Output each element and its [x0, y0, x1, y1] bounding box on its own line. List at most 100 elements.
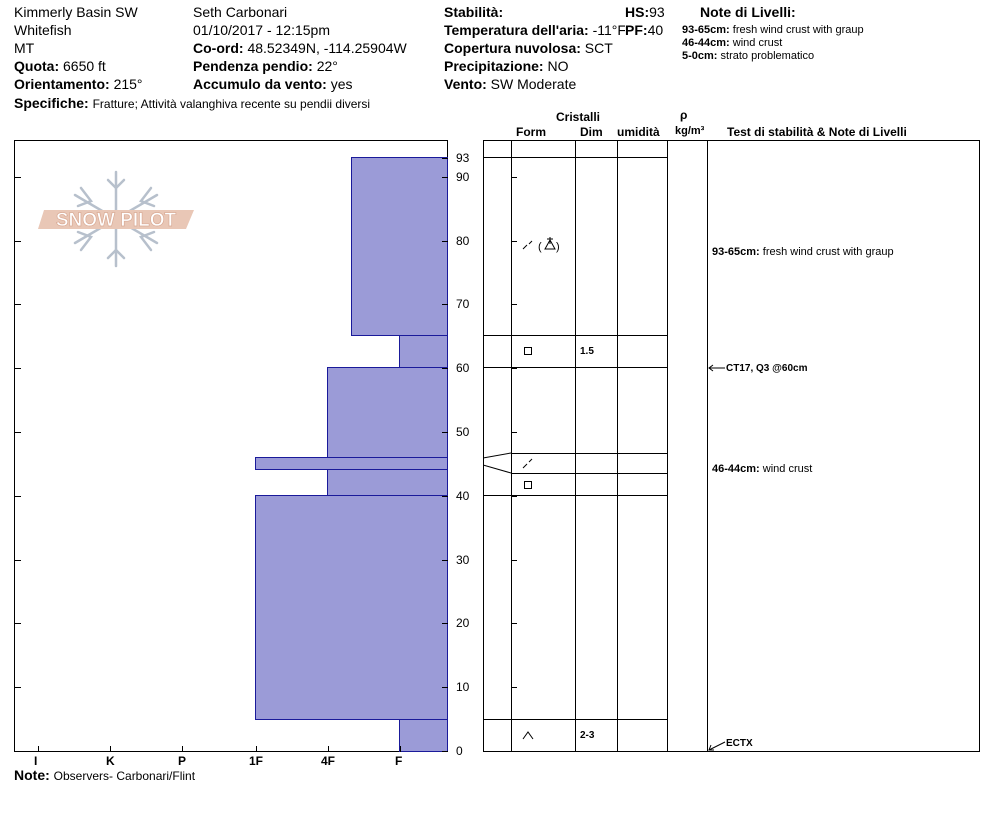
depth-label: 30 [456, 553, 470, 567]
svg-text:): ) [556, 241, 560, 253]
layer-connector-lines [483, 452, 512, 474]
pf-value: 40 [647, 22, 664, 38]
aspect-label: Orientamento: [14, 76, 110, 92]
moisture-header: umidità [617, 125, 660, 139]
left-depth-tick [15, 560, 21, 561]
layer-boundary-60 [483, 367, 667, 368]
depth-label: 20 [456, 616, 470, 630]
hs-value: 93 [649, 4, 665, 20]
specifics-value: Fratture; Attività valanghiva recente su… [92, 97, 371, 111]
cloud-cover: Copertura nuvolosa: SCT [444, 40, 613, 56]
specifics-label: Specifiche: [14, 95, 89, 111]
location: Kimmerly Basin SW [14, 4, 138, 20]
hardness-label-4F: 4F [321, 754, 336, 768]
depth-tick [442, 158, 448, 159]
left-depth-tick [15, 687, 21, 688]
hardness-tick [328, 746, 329, 752]
hardness-bar-5-0 [399, 719, 448, 752]
depth-tick [442, 623, 448, 624]
depth-label: 40 [456, 489, 470, 503]
layer-notes-title: Note di Livelli: [700, 4, 796, 20]
crystal-size-62: 1.5 [580, 346, 594, 357]
wind-crust-icon [522, 458, 533, 469]
layer-note-3: 5-0cm: strato problematico [682, 50, 814, 62]
wind-load-value: yes [330, 76, 353, 92]
table-divider [511, 140, 512, 752]
depth-tick [442, 432, 448, 433]
hardness-bar-93-65 [351, 157, 448, 336]
density-unit-header: kg/m³ [675, 125, 705, 137]
table-divider [707, 140, 708, 752]
stability-test-arrow [708, 741, 726, 751]
note-range: 46-44cm: [712, 463, 760, 475]
layer-boundary-5 [483, 719, 667, 720]
layer-note-1: 93-65cm: fresh wind crust with graup [682, 24, 864, 36]
hardness-label-1F: 1F [249, 754, 264, 768]
precip-label: Precipitazione: [444, 58, 544, 74]
table-depth-tick [511, 496, 517, 497]
crystal-size-2: 2-3 [580, 730, 595, 741]
air-temp-value: -11°F [592, 22, 626, 38]
coordinates: Co-ord: 48.52349N, -114.25904W [193, 40, 407, 56]
pf: PF:40 [625, 22, 664, 38]
table-divider [575, 140, 576, 752]
left-depth-tick [15, 751, 21, 752]
faceted-crystal-icon [524, 481, 532, 489]
pf-label: PF: [625, 22, 648, 38]
hardness-tick [110, 746, 111, 752]
precipitation: Precipitazione: NO [444, 58, 568, 74]
svg-text:(: ( [538, 241, 542, 253]
left-depth-tick [15, 496, 21, 497]
coord-label: Co-ord: [193, 40, 244, 56]
depth-tick [442, 751, 448, 752]
table-depth-tick [511, 560, 517, 561]
left-depth-tick [15, 623, 21, 624]
wind-load-label: Accumulo da vento: [193, 76, 327, 92]
hardness-label-I: I [34, 754, 38, 768]
snowpilot-logo: SNOW PILOT [38, 170, 194, 268]
rho-header: ρ [680, 108, 688, 122]
depth-label: 93 [456, 151, 470, 165]
dim-header: Dim [580, 125, 603, 139]
hardness-label-P: P [178, 754, 187, 768]
datetime: 01/10/2017 - 12:15pm [193, 22, 330, 38]
stability-test-arrow [708, 364, 725, 372]
depth-hoar-icon [522, 731, 534, 740]
layer-note-range: 46-44cm: [682, 37, 730, 49]
note-range: 93-65cm: [712, 246, 760, 258]
depth-tick [442, 496, 448, 497]
layer-boundary-44 [511, 473, 667, 474]
table-depth-tick [511, 368, 517, 369]
layer-note-range: 93-65cm: [682, 24, 730, 36]
hardness-bar-60-46 [327, 367, 448, 458]
left-depth-tick [15, 241, 21, 242]
form-header: Form [516, 125, 546, 139]
stability-notes-header: Test di stabilità & Note di Livelli [727, 125, 907, 139]
hardness-bar-40-5 [255, 495, 448, 720]
layer-note-text: fresh wind crust with graup [732, 24, 864, 36]
layer-note-2: 46-44cm: wind crust [682, 37, 782, 49]
table-depth-tick [511, 304, 517, 305]
observer: Seth Carbonari [193, 4, 288, 20]
elevation-value: 6650 ft [63, 58, 106, 74]
depth-tick [442, 177, 448, 178]
depth-label: 60 [456, 361, 470, 375]
layer-boundary-93 [483, 157, 667, 158]
hardness-bar-44-40 [327, 469, 448, 496]
note-value: Observers- Carbonari/Flint [53, 769, 196, 783]
layer-note-text: wind crust [732, 37, 783, 49]
depth-label: 90 [456, 170, 470, 184]
stability-test-ct17: CT17, Q3 @60cm [726, 363, 808, 374]
note-text: wind crust [762, 463, 813, 475]
note-text: fresh wind crust with graup [762, 246, 894, 258]
layer-note-93-65: 93-65cm: fresh wind crust with graup [712, 246, 894, 258]
left-depth-tick [15, 177, 21, 178]
layer-note-46-44: 46-44cm: wind crust [712, 463, 812, 475]
wind: Vento: SW Moderate [444, 76, 576, 92]
precip-value: NO [547, 58, 569, 74]
elevation: Quota: 6650 ft [14, 58, 106, 74]
faceted-crystal-icon [524, 347, 532, 355]
depth-label: 80 [456, 234, 470, 248]
depth-label: 70 [456, 297, 470, 311]
hardness-label-F: F [395, 754, 403, 768]
